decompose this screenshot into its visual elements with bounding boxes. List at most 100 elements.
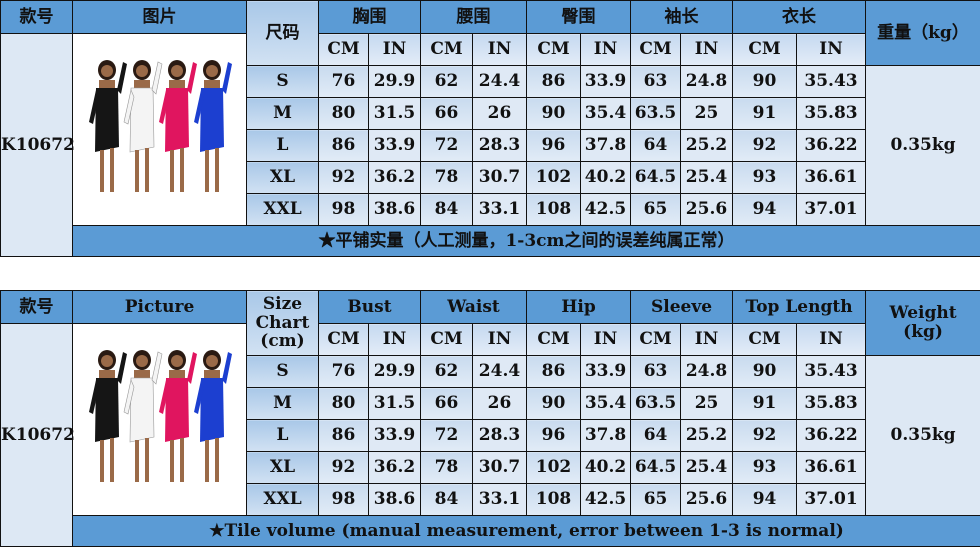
measurement-value: 72	[421, 420, 473, 452]
measurement-value: 63	[631, 356, 681, 388]
measurement-value: 36.2	[369, 162, 421, 194]
measurement-value: 98	[319, 484, 369, 516]
measurement-value: 33.9	[581, 66, 631, 98]
measurement-value: 33.1	[473, 194, 527, 226]
measurement-value: 25	[681, 98, 733, 130]
measurement-value: 29.9	[369, 66, 421, 98]
measurement-value: 65	[631, 484, 681, 516]
size-label: L	[247, 420, 319, 452]
model-figure	[194, 60, 232, 192]
measurement-value: 26	[473, 388, 527, 420]
measurement-value: 92	[319, 452, 369, 484]
measurement-value: 86	[319, 130, 369, 162]
measurement-value: 66	[421, 98, 473, 130]
measurement-value: 62	[421, 356, 473, 388]
measurement-value: 33.9	[369, 130, 421, 162]
measurement-value: 102	[527, 162, 581, 194]
size-label: M	[247, 388, 319, 420]
measurement-value: 92	[319, 162, 369, 194]
unit-in: IN	[681, 34, 733, 66]
model-figure	[124, 350, 162, 482]
measurement-value: 63	[631, 66, 681, 98]
header-measurement-group: Bust	[319, 291, 421, 324]
measurement-value: 30.7	[473, 162, 527, 194]
measurement-value: 66	[421, 388, 473, 420]
header-picture: 图片	[73, 1, 247, 34]
header-weight: Weight (kg)	[866, 291, 980, 356]
header-measurement-group: Top Length	[733, 291, 866, 324]
measurement-value: 108	[527, 484, 581, 516]
size-label: S	[247, 66, 319, 98]
measurement-value: 91	[733, 98, 797, 130]
model-figure	[124, 60, 162, 192]
measurement-value: 64.5	[631, 162, 681, 194]
header-weight: 重量（kg）	[866, 1, 980, 66]
style-no-cell: K10672	[1, 324, 73, 547]
unit-cm: CM	[421, 34, 473, 66]
unit-in: IN	[797, 324, 866, 356]
unit-cm: CM	[319, 324, 369, 356]
measurement-value: 37.01	[797, 194, 866, 226]
measurement-value: 25.4	[681, 452, 733, 484]
measurement-value: 78	[421, 162, 473, 194]
measurement-value: 102	[527, 452, 581, 484]
measurement-value: 91	[733, 388, 797, 420]
product-photo-models	[85, 342, 235, 492]
measurement-value: 92	[733, 420, 797, 452]
measurement-value: 24.8	[681, 356, 733, 388]
measurement-value: 86	[319, 420, 369, 452]
measurement-value: 63.5	[631, 388, 681, 420]
product-photo-models	[85, 52, 235, 202]
measurement-value: 76	[319, 66, 369, 98]
measurement-value: 65	[631, 194, 681, 226]
unit-in: IN	[581, 34, 631, 66]
measurement-value: 35.83	[797, 388, 866, 420]
unit-in: IN	[797, 34, 866, 66]
header-size: Size Chart (cm)	[247, 291, 319, 356]
size-label: XL	[247, 162, 319, 194]
measurement-value: 62	[421, 66, 473, 98]
model-figure	[159, 350, 197, 482]
unit-in: IN	[473, 324, 527, 356]
measurement-value: 96	[527, 130, 581, 162]
measurement-value: 80	[319, 388, 369, 420]
unit-cm: CM	[631, 324, 681, 356]
footer-note: ★平铺实量（人工测量，1-3cm之间的误差纯属正常）	[73, 226, 980, 257]
measurement-value: 64	[631, 130, 681, 162]
measurement-value: 30.7	[473, 452, 527, 484]
measurement-value: 33.1	[473, 484, 527, 516]
measurement-value: 28.3	[473, 420, 527, 452]
header-measurement-group: 腰围	[421, 1, 527, 34]
header-measurement-group: Sleeve	[631, 291, 733, 324]
product-image-cell	[73, 324, 247, 516]
measurement-value: 72	[421, 130, 473, 162]
header-measurement-group: Hip	[527, 291, 631, 324]
model-figure	[89, 350, 127, 482]
measurement-value: 86	[527, 356, 581, 388]
measurement-value: 25.2	[681, 420, 733, 452]
measurement-value: 24.4	[473, 66, 527, 98]
measurement-value: 31.5	[369, 388, 421, 420]
header-measurement-group: 袖长	[631, 1, 733, 34]
footer-note: ★Tile volume (manual measurement, error …	[73, 516, 980, 547]
measurement-value: 26	[473, 98, 527, 130]
size-label: XXL	[247, 194, 319, 226]
measurement-value: 90	[527, 388, 581, 420]
measurement-value: 64	[631, 420, 681, 452]
measurement-value: 25.2	[681, 130, 733, 162]
size-label: XXL	[247, 484, 319, 516]
measurement-value: 37.8	[581, 130, 631, 162]
measurement-value: 36.61	[797, 452, 866, 484]
unit-in: IN	[681, 324, 733, 356]
measurement-value: 25.6	[681, 484, 733, 516]
header-style-no: 款号	[1, 1, 73, 34]
measurement-value: 92	[733, 130, 797, 162]
measurement-value: 33.9	[581, 356, 631, 388]
measurement-value: 96	[527, 420, 581, 452]
model-figure	[194, 350, 232, 482]
unit-in: IN	[473, 34, 527, 66]
header-measurement-group: 衣长	[733, 1, 866, 34]
unit-in: IN	[581, 324, 631, 356]
measurement-value: 64.5	[631, 452, 681, 484]
